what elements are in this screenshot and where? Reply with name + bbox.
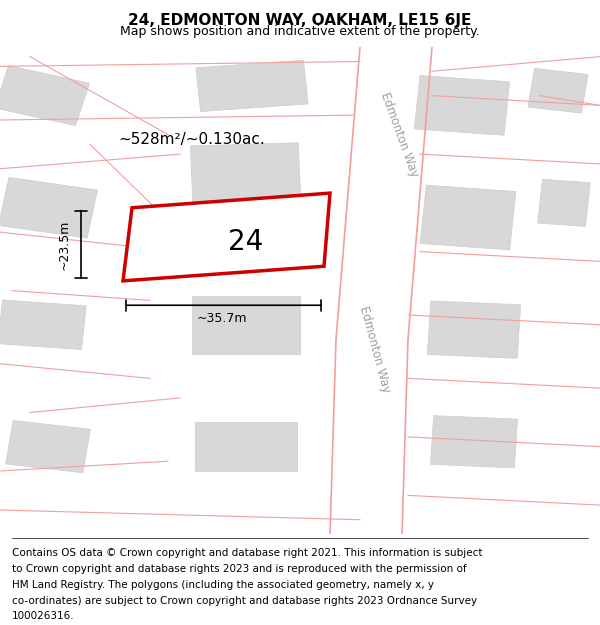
Text: Edmonton Way: Edmonton Way — [377, 91, 421, 179]
Text: Map shows position and indicative extent of the property.: Map shows position and indicative extent… — [120, 26, 480, 39]
Polygon shape — [420, 185, 516, 250]
Text: HM Land Registry. The polygons (including the associated geometry, namely x, y: HM Land Registry. The polygons (includin… — [12, 580, 434, 590]
Text: 24, EDMONTON WAY, OAKHAM, LE15 6JE: 24, EDMONTON WAY, OAKHAM, LE15 6JE — [128, 13, 472, 28]
Polygon shape — [196, 60, 308, 111]
Text: ~528m²/~0.130ac.: ~528m²/~0.130ac. — [119, 132, 265, 147]
Text: Contains OS data © Crown copyright and database right 2021. This information is : Contains OS data © Crown copyright and d… — [12, 548, 482, 558]
Polygon shape — [538, 179, 590, 226]
Polygon shape — [190, 143, 302, 224]
Text: co-ordinates) are subject to Crown copyright and database rights 2023 Ordnance S: co-ordinates) are subject to Crown copyr… — [12, 596, 477, 606]
Polygon shape — [5, 421, 91, 472]
Polygon shape — [528, 68, 588, 113]
Polygon shape — [192, 296, 300, 354]
Text: 100026316.: 100026316. — [12, 611, 74, 621]
Text: ~23.5m: ~23.5m — [58, 219, 71, 269]
Text: ~35.7m: ~35.7m — [197, 312, 247, 326]
Polygon shape — [0, 300, 86, 349]
Text: to Crown copyright and database rights 2023 and is reproduced with the permissio: to Crown copyright and database rights 2… — [12, 564, 467, 574]
Polygon shape — [427, 301, 521, 358]
Text: 24: 24 — [227, 228, 263, 256]
Text: Edmonton Way: Edmonton Way — [357, 304, 393, 394]
Polygon shape — [414, 76, 510, 135]
Polygon shape — [430, 416, 518, 468]
Polygon shape — [195, 422, 297, 471]
Polygon shape — [123, 193, 330, 281]
Polygon shape — [0, 66, 89, 126]
Polygon shape — [0, 177, 98, 238]
